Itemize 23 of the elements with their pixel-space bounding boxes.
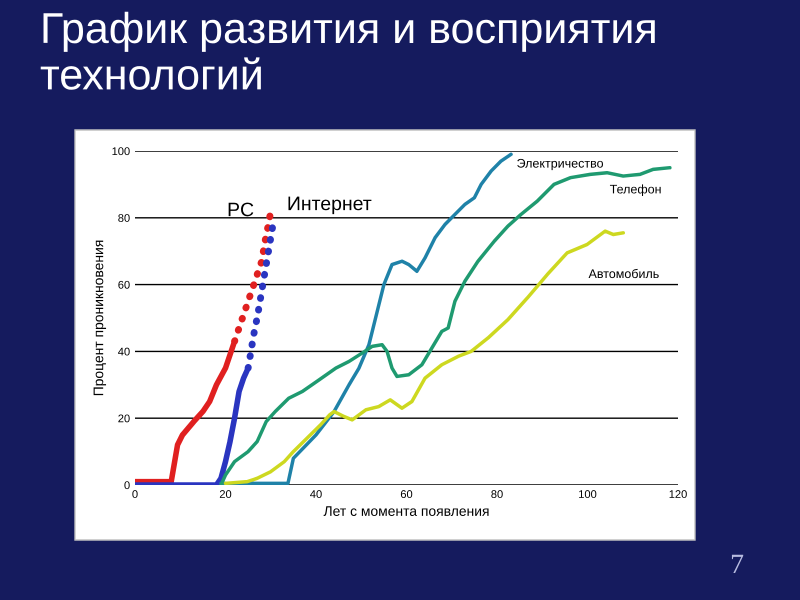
text: 7 — [732, 554, 744, 573]
y-tick-label: 0 — [124, 481, 130, 490]
y-tick-label: 60 — [118, 280, 130, 289]
y-tick-label: 80 — [118, 214, 130, 222]
x-axis-title: Лет с момента появления — [324, 506, 489, 516]
y-tick-label: 100 — [112, 147, 130, 156]
y-tick-label: 40 — [118, 348, 130, 356]
series-label: Электричество — [517, 158, 604, 170]
series-label: Интернет — [288, 196, 372, 214]
x-tick-label: 0 — [132, 490, 138, 498]
series-label: PC — [228, 202, 254, 216]
chart-title: График развития и восприятия технологий — [40, 12, 655, 90]
x-tick-label: 60 — [400, 490, 412, 498]
x-tick-label: 100 — [579, 490, 596, 498]
series-label: Автомобиль — [588, 268, 659, 278]
x-tick-label: 40 — [310, 490, 322, 498]
x-tick-label: 120 — [670, 490, 687, 498]
y-axis-title: Процент проникновения — [94, 240, 106, 396]
series-label: Телефон — [610, 184, 661, 196]
y-tick-label: 20 — [118, 414, 130, 422]
x-tick-label: 80 — [491, 490, 503, 498]
x-tick-label: 20 — [220, 490, 232, 498]
line-series — [219, 152, 513, 485]
